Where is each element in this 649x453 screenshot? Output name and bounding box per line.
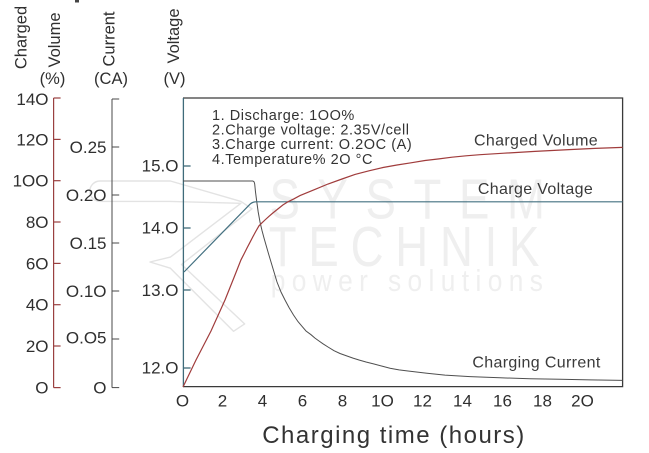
svg-text:O.O5: O.O5	[66, 329, 107, 348]
svg-text:1OO: 1OO	[13, 172, 49, 191]
svg-text:6: 6	[298, 392, 307, 411]
svg-text:14O: 14O	[16, 90, 48, 109]
svg-text:SYSTEM: SYSTEM	[269, 167, 562, 231]
svg-text:8O: 8O	[26, 213, 49, 232]
svg-text:2O: 2O	[571, 392, 594, 411]
svg-text:(V): (V)	[164, 70, 186, 88]
svg-text:18: 18	[533, 392, 552, 411]
svg-text:(%): (%)	[40, 70, 66, 88]
svg-text:2O: 2O	[26, 337, 49, 356]
svg-text:Voltage: Voltage	[165, 8, 183, 63]
svg-text:13.O: 13.O	[142, 281, 179, 300]
svg-text:Charge Voltage: Charge Voltage	[478, 181, 593, 198]
svg-text:Charged: Charged	[13, 6, 31, 69]
svg-text:4O: 4O	[26, 296, 49, 315]
svg-text:TECHNIK: TECHNIK	[269, 214, 551, 278]
svg-text:2.Charge voltage: 2.35V/cell: 2.Charge voltage: 2.35V/cell	[212, 123, 410, 139]
svg-text:6O: 6O	[26, 254, 49, 273]
svg-text:14: 14	[453, 392, 472, 411]
svg-text:16: 16	[493, 392, 512, 411]
svg-text:O.15: O.15	[70, 234, 107, 253]
svg-text:O.2O: O.2O	[66, 186, 107, 205]
svg-text:O.1O: O.1O	[66, 282, 107, 301]
svg-text:Charging Current: Charging Current	[472, 355, 601, 372]
svg-text:12.O: 12.O	[142, 358, 179, 377]
svg-text:O: O	[35, 379, 48, 398]
svg-text:15.O: 15.O	[142, 157, 179, 176]
svg-text:2: 2	[218, 392, 227, 411]
svg-text:Current: Current	[101, 11, 119, 66]
svg-text:O: O	[176, 392, 189, 411]
svg-text:(CA): (CA)	[94, 70, 128, 88]
svg-text:O: O	[93, 379, 106, 398]
svg-text:power solutions: power solutions	[271, 264, 550, 298]
svg-text:1. Discharge: 1OO%: 1. Discharge: 1OO%	[212, 108, 355, 124]
svg-text:Charging time (hours): Charging time (hours)	[262, 422, 526, 449]
svg-text:14.O: 14.O	[142, 219, 179, 238]
svg-text:4.Temperature% 2O °C: 4.Temperature% 2O °C	[212, 152, 373, 168]
svg-text:4: 4	[258, 392, 267, 411]
svg-text:3.Charge current: O.2OC (A): 3.Charge current: O.2OC (A)	[212, 137, 412, 153]
svg-text:8: 8	[338, 392, 347, 411]
svg-text:12: 12	[413, 392, 432, 411]
svg-text:1O: 1O	[371, 392, 394, 411]
svg-text:Volume: Volume	[46, 12, 64, 67]
svg-text:Charged Volume: Charged Volume	[474, 133, 598, 150]
svg-text:12O: 12O	[16, 130, 48, 149]
svg-text:O.25: O.25	[70, 138, 107, 157]
